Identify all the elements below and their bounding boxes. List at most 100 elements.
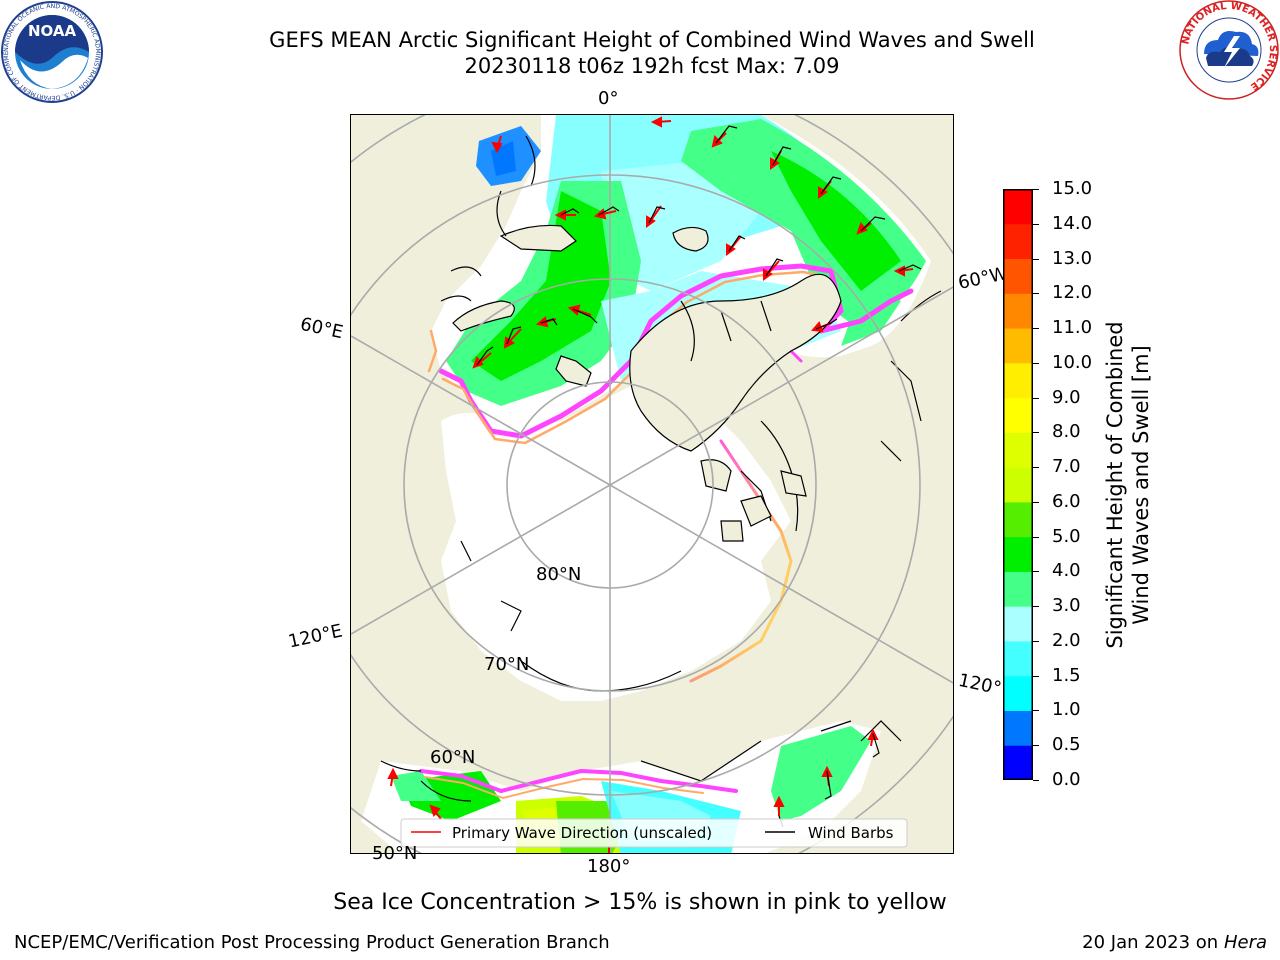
map-legend: Primary Wave Direction (unscaled) Wind B…	[400, 818, 908, 848]
colorbar-tick-mark	[1033, 397, 1039, 399]
colorbar-tick-label: 14.0	[1052, 212, 1093, 234]
wind-barb	[598, 206, 620, 216]
colorbar-tick-mark	[1033, 189, 1039, 190]
colorbar-tick-label: 4.0	[1052, 560, 1081, 582]
colorbar-bin	[1003, 362, 1033, 399]
colorbar-tick-mark	[1033, 258, 1039, 260]
colorbar-tick-label: 13.0	[1052, 247, 1093, 269]
colorbar-tick-mark	[1033, 780, 1039, 781]
nws-logo: NATIONAL WEATHER SERVICE	[1179, 0, 1279, 100]
wind-barb	[898, 264, 922, 272]
colorbar-bin	[1003, 432, 1033, 468]
wave-height-field	[391, 115, 926, 853]
parallel-label-80n: 80°N	[536, 564, 581, 585]
wind-barb	[815, 318, 838, 330]
coastlines	[380, 135, 942, 802]
parallel-label-60n: 60°N	[430, 747, 475, 768]
wind-barb	[560, 208, 580, 216]
date-line: 20 Jan 2023 on Hera	[1082, 932, 1267, 953]
colorbar-tick-label: 1.0	[1052, 699, 1081, 721]
wind-barb	[820, 176, 842, 195]
sea-ice-footnote: Sea Ice Concentration > 15% is shown in …	[333, 890, 947, 915]
scandinavia	[499, 224, 577, 252]
colorbar-tick-mark	[1033, 571, 1039, 573]
colorbar-tick-label: 7.0	[1052, 456, 1081, 478]
wind-barb	[715, 125, 738, 144]
wind-barb	[824, 770, 832, 800]
colorbar-tick-label: 3.0	[1052, 595, 1081, 617]
legend-primary-wave: Primary Wave Direction (unscaled)	[452, 824, 712, 842]
wind-barb	[648, 206, 666, 224]
colorbar-tick-label: 1.5	[1052, 664, 1081, 686]
colorbar-tick-mark	[1033, 675, 1039, 677]
credit-line: NCEP/EMC/Verification Post Processing Pr…	[14, 932, 610, 953]
wind-barb	[728, 235, 746, 252]
wind-barb	[772, 146, 792, 166]
colorbar-bin	[1003, 571, 1033, 607]
meridian-label-180: 180°	[587, 856, 631, 877]
colorbar-bin	[1003, 293, 1033, 329]
colorbar-bin	[1003, 189, 1033, 225]
colorbar-tick-mark	[1033, 362, 1039, 364]
meridian-label-60e: 60°E	[298, 313, 345, 344]
iceland	[672, 226, 709, 252]
map-panel: 80°N 70°N 60°N Primary Wave Direction (u…	[350, 114, 954, 854]
chart-title: GEFS MEAN Arctic Significant Height of C…	[269, 28, 1035, 52]
colorbar-tick-label: 5.0	[1052, 525, 1081, 547]
colorbar-bin	[1003, 328, 1033, 364]
wave-arrow	[429, 804, 442, 820]
wind-barb	[765, 258, 784, 277]
meridian-label-60w: 60°W	[956, 263, 1010, 294]
polar-map: 80°N 70°N 60°N Primary Wave Direction (u…	[351, 115, 953, 853]
colorbar-bin	[1003, 258, 1033, 294]
colorbar-tick-label: 8.0	[1052, 421, 1081, 443]
wind-barb	[540, 318, 558, 326]
wave-arrow	[773, 795, 785, 816]
wind-barb	[872, 733, 880, 758]
legend-wind-barbs: Wind Barbs	[808, 824, 894, 842]
colorbar-tick-mark	[1033, 223, 1039, 225]
colorbar-tick-mark	[1033, 467, 1039, 469]
colorbar-tick-label: 11.0	[1052, 317, 1093, 339]
machine-name: Hera	[1223, 932, 1267, 953]
colorbar-tick-label: 10.0	[1052, 351, 1093, 373]
colorbar-tick-mark	[1033, 745, 1039, 747]
colorbar-bin	[1003, 536, 1033, 572]
colorbar-bin	[1003, 501, 1033, 538]
parallel-label-50n: 50°N	[372, 843, 418, 864]
colorbar-tick-mark	[1033, 328, 1039, 330]
colorbar-tick-mark	[1033, 640, 1039, 642]
colorbar-tick-mark	[1033, 501, 1039, 503]
colorbar-tick-label: 9.0	[1052, 386, 1081, 408]
colorbar-tick-label: 12.0	[1052, 282, 1093, 304]
colorbar-bin	[1003, 606, 1033, 642]
parallel-label-70n: 70°N	[484, 654, 529, 675]
wind-barb	[860, 216, 886, 232]
colorbar-bin	[1003, 675, 1033, 711]
colorbar-tick-mark	[1033, 710, 1039, 712]
noaa-logo: NATIONAL OCEANIC AND ATMOSPHERIC ADMINIS…	[0, 0, 103, 103]
wind-barb	[572, 308, 598, 324]
noaa-logo-text: NOAA	[28, 22, 77, 40]
colorbar-tick-label: 6.0	[1052, 490, 1081, 512]
wind-barbs	[476, 125, 922, 828]
date-text: 20 Jan 2023 on	[1082, 932, 1224, 953]
colorbar-label-line1: Significant Height of Combined	[1103, 321, 1127, 649]
wave-arrow	[387, 767, 399, 787]
colorbar-bin	[1003, 223, 1033, 260]
colorbar	[1003, 189, 1033, 780]
wave-arrow	[491, 135, 503, 154]
meridian-label-0: 0°	[598, 88, 619, 109]
chart-subtitle: 20230118 t06z 192h fcst Max: 7.09	[464, 54, 840, 78]
wave-arrow	[650, 116, 672, 128]
colorbar-bin	[1003, 467, 1033, 503]
colorbar-tick-mark	[1033, 432, 1039, 434]
graticule	[351, 115, 953, 853]
colorbar-tick-mark	[1033, 536, 1039, 538]
novaya-zemlya	[452, 300, 515, 332]
wind-barb	[506, 326, 522, 345]
wind-barb	[476, 346, 494, 366]
wave-arrow	[503, 328, 522, 349]
meridian-label-120e: 120°E	[286, 620, 345, 653]
svalbard	[555, 355, 592, 387]
